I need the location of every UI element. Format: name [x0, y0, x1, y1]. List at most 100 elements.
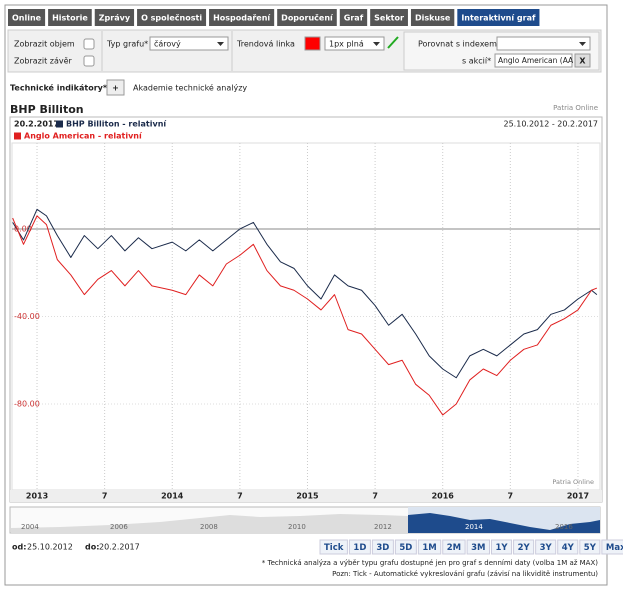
range-button-label: Max [606, 543, 623, 553]
tab-label: Hospodaření [213, 14, 271, 23]
x-tick-label: 7 [102, 492, 108, 501]
range-button[interactable] [601, 539, 623, 555]
tab-label: O společnosti [141, 13, 202, 23]
legend-label[interactable]: BHP Billiton - relativní [66, 120, 167, 129]
label: s akcií* [462, 57, 491, 66]
select[interactable] [496, 36, 591, 51]
range-button[interactable] [319, 539, 348, 555]
range-button-label: 1M [422, 543, 436, 553]
tab[interactable] [209, 9, 275, 26]
from-date[interactable]: 25.10.2012 [27, 543, 73, 552]
tab[interactable] [48, 9, 92, 26]
range-button-label: 1Y [495, 543, 508, 553]
legend-swatch [14, 132, 21, 140]
label: Trendová linka [236, 40, 295, 49]
tab[interactable] [94, 9, 135, 26]
range-button-label: 2M [447, 543, 461, 553]
arrow [579, 42, 586, 46]
tab[interactable] [457, 9, 540, 26]
x-axis-strip [10, 490, 602, 502]
range-button[interactable] [442, 539, 466, 555]
range-button-label: 5Y [584, 543, 597, 553]
x-tick-label: 2017 [567, 492, 589, 501]
range-button[interactable] [535, 539, 557, 555]
range-button-label: 3D [376, 543, 389, 553]
tab-label: Historie [52, 14, 88, 23]
trend-icon[interactable] [387, 36, 399, 49]
range-button-label: 1D [353, 543, 366, 553]
y-tick-label: -40.00 [14, 312, 40, 321]
legend-label[interactable]: Anglo American - relativní [24, 132, 143, 141]
select[interactable] [324, 36, 385, 51]
clear-button[interactable] [574, 53, 591, 68]
range-button-label: 3M [471, 543, 485, 553]
navigator-label: 2008 [200, 523, 218, 531]
range-button[interactable] [513, 539, 535, 555]
label: do: [85, 543, 99, 552]
range-button[interactable] [348, 539, 371, 555]
checkbox[interactable] [83, 55, 95, 67]
tab[interactable] [410, 9, 455, 26]
tab[interactable] [277, 9, 337, 26]
clear-text: X [579, 57, 586, 66]
range-button[interactable] [557, 539, 579, 555]
tab-label: Graf [344, 14, 364, 23]
y-tick-label: 0.00 [14, 224, 32, 233]
watermark: Patria Online [552, 478, 594, 486]
navigator-label: 2010 [288, 523, 306, 531]
label: Zobrazit objem [14, 40, 75, 49]
range-button-label: 4Y [562, 543, 575, 553]
range-button[interactable] [466, 539, 490, 555]
source: Patria Online [553, 104, 598, 112]
tab[interactable] [370, 9, 408, 26]
range-button[interactable] [579, 539, 601, 555]
note: Pozn: Tick - Automatické vykreslování gr… [332, 570, 598, 578]
range-button-label: 5D [399, 543, 412, 553]
x-tick-label: 7 [372, 492, 378, 501]
tab[interactable] [137, 9, 207, 26]
link[interactable]: Akademie technické analýzy [133, 83, 247, 93]
range-button[interactable] [490, 539, 513, 555]
range-button[interactable] [394, 539, 417, 555]
input-value: Anglo American (AA [498, 56, 574, 65]
label: Porovnat s indexem* [418, 40, 501, 49]
range-button[interactable] [371, 539, 394, 555]
tab[interactable] [339, 9, 368, 26]
x-tick-label: 7 [237, 492, 243, 501]
range: 25.10.2012 - 20.2.2017 [504, 120, 599, 129]
tab[interactable] [8, 9, 46, 26]
to-date[interactable]: 20.2.2017 [99, 543, 140, 552]
chart-title: BHP Billiton [10, 103, 84, 116]
range-button[interactable] [417, 539, 442, 555]
add-button[interactable] [106, 79, 125, 96]
navigator-area [11, 514, 408, 533]
navigator-label: 2004 [21, 523, 39, 531]
tab-label: Sektor [374, 14, 404, 23]
navigator-label: 2016 [555, 523, 573, 531]
arrow [373, 42, 380, 46]
range-button-label: 3Y [540, 543, 553, 553]
select-value: čárový [154, 39, 181, 49]
range-button-label: Tick [324, 543, 344, 553]
legend-swatch [56, 120, 63, 128]
date: 20.2.2017 [14, 120, 59, 129]
tab-label: Interaktivní graf [461, 14, 536, 23]
tab-label: Online [12, 14, 42, 23]
add-text: + [112, 84, 119, 93]
navigator-label: 2006 [110, 523, 128, 531]
tab-label: Diskuse [415, 14, 451, 23]
color-picker[interactable] [304, 36, 321, 51]
select[interactable] [149, 36, 229, 51]
tab-label: Doporučení [281, 13, 334, 23]
input[interactable] [494, 53, 573, 68]
select-value: 1px plná [329, 40, 364, 49]
y-tick-label: -80.00 [14, 400, 40, 409]
checkbox[interactable] [83, 38, 95, 50]
x-tick-label: 7 [508, 492, 514, 501]
x-tick-label: 2013 [26, 492, 48, 501]
navigator-label: 2012 [374, 523, 392, 531]
arrow [217, 42, 224, 46]
label: Zobrazit závěr [14, 57, 73, 66]
x-tick-label: 2016 [432, 492, 455, 501]
